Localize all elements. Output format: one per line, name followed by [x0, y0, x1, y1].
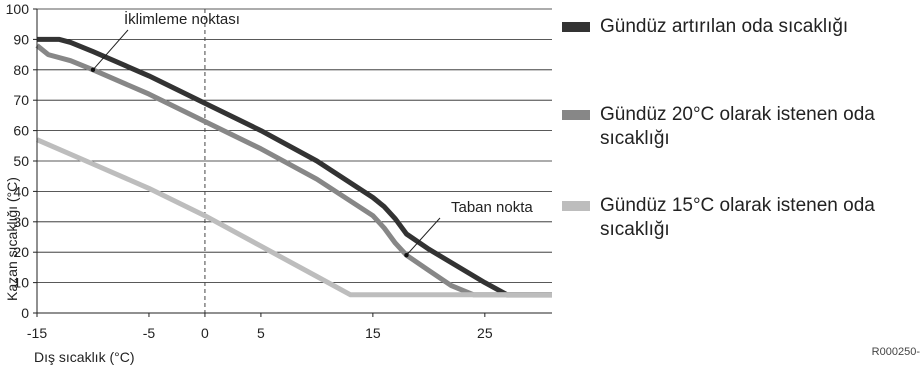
chart-svg: 0 10 20 30 40 50 60 70 80 90 100 -15 -5 0 5 15 25 İkliml…: [4, 1, 552, 365]
annotations: İklimleme noktası Taban nokta: [90, 10, 533, 258]
x-tick-label: -5: [143, 325, 156, 341]
x-tick-label: -15: [27, 325, 47, 341]
legend-item-20c: Gündüz 20°C olarak istenen oda sıcaklığı: [562, 103, 920, 151]
legend: Gündüz artırılan oda sıcaklığı Gündüz 20…: [562, 0, 920, 300]
x-tick-label: 5: [257, 325, 265, 341]
annotation-label: İklimleme noktası: [124, 10, 240, 28]
y-tick-label: 70: [13, 92, 29, 108]
legend-swatch: [562, 22, 590, 32]
legend-item-15c: Gündüz 15°C olarak istenen oda sıcaklığı: [562, 194, 920, 242]
annotation-label: Taban nokta: [451, 199, 533, 216]
series-line-1: [37, 36, 552, 298]
y-tick-label: 80: [13, 62, 29, 78]
grid-lines: [37, 8, 552, 284]
legend-label: Gündüz 20°C olarak istenen oda sıcaklığı: [600, 104, 875, 149]
figure-code: R000250-: [871, 346, 920, 358]
x-tick-label: 0: [201, 325, 209, 341]
x-axis-label: Dış sıcaklık (°C): [34, 349, 135, 365]
x-tick-label: 25: [477, 325, 493, 341]
annotation-leader: [92, 29, 129, 71]
legend-label: Gündüz artırılan oda sıcaklığı: [600, 16, 849, 37]
tick-labels: 0 10 20 30 40 50 60 70 80 90 100 -15 -5 0 5 15 25: [6, 1, 493, 341]
y-tick-label: 90: [13, 31, 29, 47]
data-series: [35, 36, 552, 298]
y-tick-label: 20: [13, 244, 29, 260]
x-tick-label: 15: [365, 325, 381, 341]
annotation-leader: [406, 217, 441, 256]
series-line-3: [36, 137, 552, 298]
legend-swatch: [562, 110, 590, 120]
y-tick-label: 0: [21, 305, 29, 321]
y-axis-label: Kazan sıcaklığı (°C): [4, 177, 20, 301]
y-tick-label: 10: [13, 275, 29, 291]
y-tick-label: 30: [13, 214, 29, 230]
annotation-dot: [404, 253, 409, 258]
legend-label: Gündüz 15°C olarak istenen oda sıcaklığı: [600, 195, 875, 240]
y-tick-label: 60: [13, 123, 29, 139]
y-tick-label: 100: [6, 1, 30, 17]
y-tick-label: 40: [13, 183, 29, 199]
legend-swatch: [562, 201, 590, 211]
series-line-2: [35, 43, 552, 298]
legend-item-increased: Gündüz artırılan oda sıcaklığı: [562, 15, 920, 39]
annotation-dot: [90, 67, 96, 73]
y-tick-label: 50: [13, 153, 29, 169]
